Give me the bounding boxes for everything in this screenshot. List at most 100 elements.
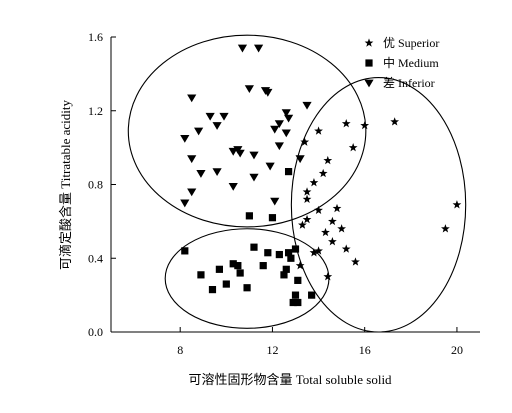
superior-point: [309, 248, 319, 257]
x-tick-label: 20: [451, 343, 463, 357]
medium-point: [282, 265, 290, 273]
medium-point: [250, 243, 258, 251]
medium-point: [289, 298, 297, 307]
medium-point: [294, 276, 302, 284]
y-tick-label: 0.4: [88, 251, 103, 265]
inferior-point: [249, 173, 259, 182]
superior-point: [337, 224, 346, 233]
medium-point: [243, 284, 251, 292]
superior-point: [323, 155, 333, 165]
superior-point: [341, 119, 351, 128]
superior-point: [309, 178, 319, 187]
superior-point: [332, 203, 342, 213]
superior-point: [452, 200, 462, 209]
inferior-point: [244, 85, 254, 94]
superior-point: [328, 216, 337, 226]
inferior-point: [187, 94, 197, 103]
axis-ticks: 8 12 16 20 0.0 0.4 0.8 1.2 1.6: [88, 30, 463, 357]
medium-point: [197, 271, 205, 279]
legend-label: 中 Medium: [383, 55, 439, 70]
inferior-point: [274, 142, 284, 151]
superior-point: [441, 224, 450, 233]
superior-point: [351, 257, 360, 266]
inferior-point: [194, 127, 204, 136]
inferior-point: [302, 101, 312, 110]
medium-point: [245, 212, 253, 220]
legend-superior: 优 Superior: [364, 36, 439, 50]
superior-point: [318, 168, 328, 178]
medium-point: [268, 214, 277, 222]
y-tick-label: 0.0: [88, 325, 103, 339]
y-tick-label: 1.2: [88, 104, 103, 118]
inferior-point: [295, 155, 305, 164]
inferior-point: [180, 135, 190, 143]
legend: 优 Superior 中 Medium 差 Inferior: [364, 36, 439, 90]
legend-medium: 中 Medium: [365, 55, 439, 70]
inferior-point: [228, 182, 238, 191]
superior-point: [300, 137, 310, 146]
inferior-point: [237, 44, 248, 53]
inferior-point: [281, 129, 291, 138]
x-tick-label: 16: [359, 343, 371, 357]
inferior-cluster: [127, 34, 367, 228]
inferior-point: [212, 168, 222, 176]
medium-point: [181, 247, 189, 255]
superior-point: [321, 227, 330, 237]
data-points: [180, 44, 462, 307]
superior-point: [314, 126, 323, 135]
inferior-point: [274, 120, 284, 129]
legend-marker: [365, 59, 373, 67]
superior-point: [390, 117, 400, 126]
medium-point: [291, 291, 300, 299]
medium-point: [284, 249, 293, 257]
inferior-point: [212, 122, 222, 130]
medium-point: [294, 298, 302, 307]
medium-point: [215, 265, 223, 273]
inferior-point: [283, 114, 294, 123]
y-tick-label: 1.6: [88, 30, 103, 44]
superior-point: [360, 120, 370, 130]
legend-inferior: 差 Inferior: [364, 76, 435, 90]
superior-point: [314, 205, 323, 215]
superior-point: [295, 261, 305, 270]
medium-point: [264, 249, 272, 257]
superior-point: [341, 244, 351, 253]
superior-point: [302, 214, 312, 224]
legend-label: 差 Inferior: [383, 76, 435, 90]
medium-point: [208, 285, 217, 294]
y-axis-label: 可滴定酸含量 Titratable acidity: [58, 100, 73, 270]
medium-point: [284, 167, 293, 176]
superior-cluster: [290, 77, 467, 333]
medium-point: [308, 291, 316, 299]
inferior-point: [263, 88, 273, 97]
inferior-point: [187, 188, 197, 197]
medium-point: [234, 262, 242, 270]
medium-point: [229, 260, 237, 268]
medium-point: [236, 269, 244, 277]
superior-point: [348, 143, 358, 152]
inferior-point: [235, 149, 245, 158]
medium-point: [222, 280, 230, 288]
x-axis-label: 可溶性固形物含量 Total soluble solid: [188, 372, 392, 387]
superior-point: [323, 272, 333, 281]
superior-point: [328, 237, 337, 246]
x-tick-label: 8: [177, 343, 183, 357]
inferior-point: [270, 197, 280, 206]
superior-point: [302, 194, 312, 203]
inferior-point: [265, 162, 275, 171]
medium-point: [291, 245, 300, 253]
inferior-point: [187, 155, 197, 164]
medium-cluster: [164, 228, 330, 329]
legend-marker: [364, 38, 374, 47]
inferior-point: [205, 112, 215, 121]
medium-point: [280, 271, 288, 279]
medium-point: [275, 250, 283, 259]
medium-point: [259, 262, 267, 270]
inferior-point: [270, 125, 280, 134]
inferior-point: [254, 44, 264, 53]
superior-point: [302, 187, 312, 196]
legend-marker: [364, 79, 374, 88]
inferior-point: [249, 151, 259, 160]
legend-label: 优 Superior: [383, 36, 439, 50]
